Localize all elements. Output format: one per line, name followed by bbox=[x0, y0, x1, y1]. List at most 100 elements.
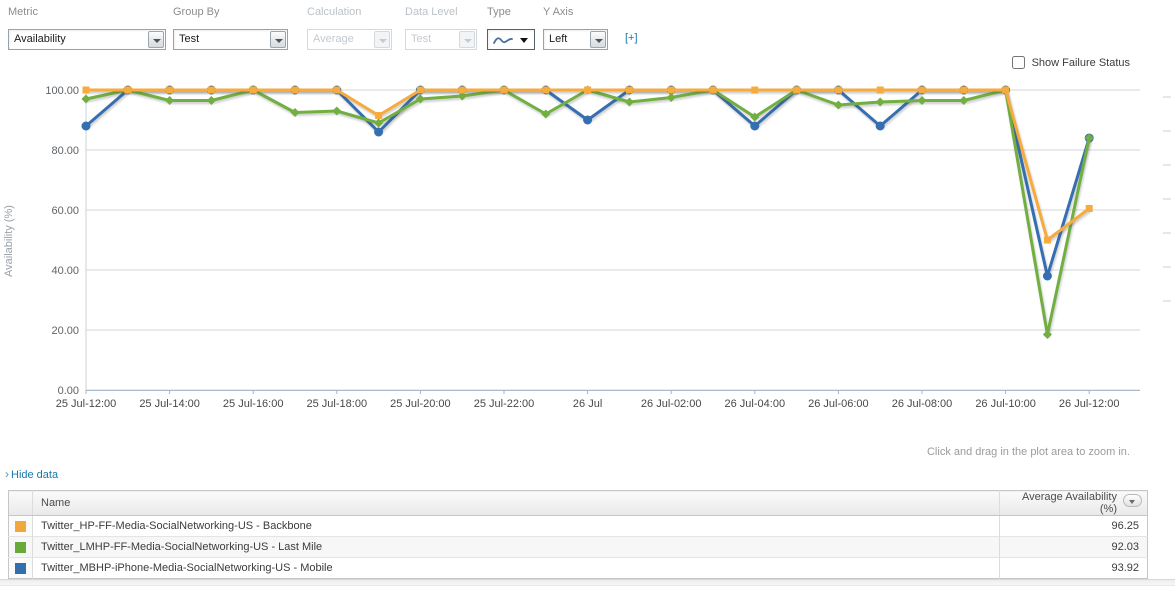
data-point-marker bbox=[82, 86, 90, 94]
y-tick-label: 0.00 bbox=[58, 385, 79, 397]
chevron-down-icon bbox=[275, 39, 283, 43]
data-point-marker bbox=[709, 86, 717, 94]
data-point-marker bbox=[918, 86, 926, 94]
panel-footer-bar bbox=[0, 579, 1175, 586]
availability-chart-svg: 0.00 20.00 40.00 60.00 80.00 100.00 25 Jul-12:… bbox=[45, 85, 1171, 410]
add-metric-button[interactable]: [+] bbox=[625, 32, 638, 44]
data-point-marker bbox=[625, 86, 633, 94]
data-point-marker bbox=[291, 86, 299, 94]
data-point-marker bbox=[960, 86, 968, 94]
hide-data-link[interactable]: › Hide data bbox=[5, 467, 58, 481]
show-failure-status-label[interactable]: Show Failure Status bbox=[1031, 56, 1130, 69]
table-row[interactable]: Twitter_LMHP-FF-Media-SocialNetworking-U… bbox=[8, 536, 1148, 558]
calculation-value: Average bbox=[313, 33, 354, 45]
y-axis-label: Y Axis bbox=[543, 6, 574, 18]
group-by-control: Group By Test bbox=[173, 6, 288, 50]
series-avg-cell: 96.25 bbox=[999, 515, 1148, 537]
y-axis-value: Left bbox=[549, 33, 568, 45]
table-header-row: Name Average Availability (%) bbox=[8, 490, 1148, 516]
series-name-cell: Twitter_LMHP-FF-Media-SocialNetworking-U… bbox=[32, 536, 1000, 558]
chart-type-dropdown[interactable] bbox=[487, 29, 535, 50]
metric-label: Metric bbox=[8, 6, 38, 18]
data-level-label: Data Level bbox=[405, 6, 458, 18]
dropdown-arrow-button[interactable] bbox=[590, 31, 606, 48]
line-series-icon bbox=[493, 37, 513, 44]
swatch-column-header bbox=[8, 490, 33, 516]
data-point-marker bbox=[1042, 271, 1052, 281]
series-swatch-cell bbox=[8, 557, 33, 579]
x-tick-label: 26 Jul-04:00 bbox=[725, 398, 786, 410]
zoom-hint-text: Click and drag in the plot area to zoom … bbox=[926, 446, 1130, 458]
x-tick-label: 26 Jul-06:00 bbox=[808, 398, 869, 410]
series-color-swatch bbox=[15, 521, 26, 532]
x-tick-label: 26 Jul-08:00 bbox=[892, 398, 953, 410]
y-tick-label: 20.00 bbox=[51, 325, 79, 337]
calculation-label: Calculation bbox=[307, 6, 362, 18]
data-point-marker bbox=[584, 86, 592, 94]
avg-availability-column-header[interactable]: Average Availability (%) bbox=[999, 490, 1148, 516]
y-tick-label: 80.00 bbox=[51, 145, 79, 157]
data-point-marker bbox=[332, 106, 342, 116]
data-point-marker bbox=[374, 127, 384, 137]
data-point-marker bbox=[415, 94, 425, 104]
name-column-header[interactable]: Name bbox=[32, 490, 1000, 516]
chevron-down-icon bbox=[595, 39, 603, 43]
series-swatch-cell bbox=[8, 515, 33, 537]
series-avg-cell: 93.92 bbox=[999, 557, 1148, 579]
calculation-dropdown-disabled: Average bbox=[307, 29, 392, 50]
y-axis-dropdown[interactable]: Left bbox=[543, 29, 608, 50]
y-axis-title: Availability (%) bbox=[3, 205, 15, 277]
group-by-dropdown[interactable]: Test bbox=[173, 29, 288, 50]
data-point-marker bbox=[500, 86, 508, 94]
dropdown-arrow-button[interactable] bbox=[148, 31, 164, 48]
x-tick-label: 25 Jul-14:00 bbox=[139, 398, 200, 410]
series-name-cell: Twitter_HP-FF-Media-SocialNetworking-US … bbox=[32, 515, 1000, 537]
chevron-down-icon bbox=[464, 39, 472, 43]
data-point-marker bbox=[1042, 329, 1052, 340]
chevron-down-icon bbox=[1129, 500, 1135, 504]
plot-area[interactable] bbox=[86, 90, 1140, 390]
series-avg-cell: 92.03 bbox=[999, 536, 1148, 558]
series-name-cell: Twitter_MBHP-iPhone-Media-SocialNetworki… bbox=[32, 557, 1000, 579]
data-point-marker bbox=[667, 86, 675, 94]
x-tick-label: 25 Jul-16:00 bbox=[223, 398, 284, 410]
series-color-swatch bbox=[15, 563, 26, 574]
type-label: Type bbox=[487, 6, 511, 18]
x-tick-label: 26 Jul-10:00 bbox=[975, 398, 1036, 410]
data-point-marker bbox=[81, 121, 91, 131]
chart-area: 0.00 20.00 40.00 60.00 80.00 100.00 25 Jul-12:… bbox=[0, 78, 1175, 418]
chevron-down-icon bbox=[520, 38, 528, 43]
dropdown-arrow-button bbox=[374, 31, 390, 48]
data-level-control: Data Level Test bbox=[405, 6, 477, 50]
data-point-marker bbox=[206, 95, 216, 106]
show-failure-status-checkbox[interactable] bbox=[1011, 56, 1025, 69]
table-row[interactable]: Twitter_HP-FF-Media-SocialNetworking-US … bbox=[8, 515, 1148, 537]
data-point-marker bbox=[583, 115, 593, 125]
hide-data-label: Hide data bbox=[11, 469, 59, 481]
data-point-marker bbox=[750, 121, 760, 131]
column-sort-button[interactable] bbox=[1123, 494, 1142, 507]
data-point-marker bbox=[333, 86, 341, 94]
data-point-marker bbox=[875, 121, 885, 131]
data-point-marker bbox=[458, 86, 466, 94]
data-point-marker bbox=[1085, 205, 1093, 212]
data-point-marker bbox=[124, 86, 132, 94]
type-control: Type bbox=[487, 6, 535, 50]
data-level-dropdown-disabled: Test bbox=[405, 29, 477, 50]
metric-control: Metric Availability bbox=[8, 6, 166, 50]
data-point-marker bbox=[1002, 86, 1010, 94]
data-point-marker bbox=[1043, 236, 1051, 244]
data-point-marker bbox=[416, 86, 424, 94]
data-point-marker bbox=[375, 112, 383, 119]
x-tick-label: 25 Jul-12:00 bbox=[56, 398, 117, 410]
dropdown-arrow-button[interactable] bbox=[270, 31, 286, 48]
chevron-right-icon: › bbox=[5, 467, 9, 481]
y-tick-label: 40.00 bbox=[51, 265, 79, 277]
x-tick-label: 26 Jul-02:00 bbox=[641, 398, 702, 410]
metric-dropdown[interactable]: Availability bbox=[8, 29, 166, 50]
data-point-marker bbox=[834, 86, 842, 94]
y-tick-label: 60.00 bbox=[51, 205, 79, 217]
data-point-marker bbox=[542, 86, 550, 94]
table-row[interactable]: Twitter_MBHP-iPhone-Media-SocialNetworki… bbox=[8, 557, 1148, 579]
